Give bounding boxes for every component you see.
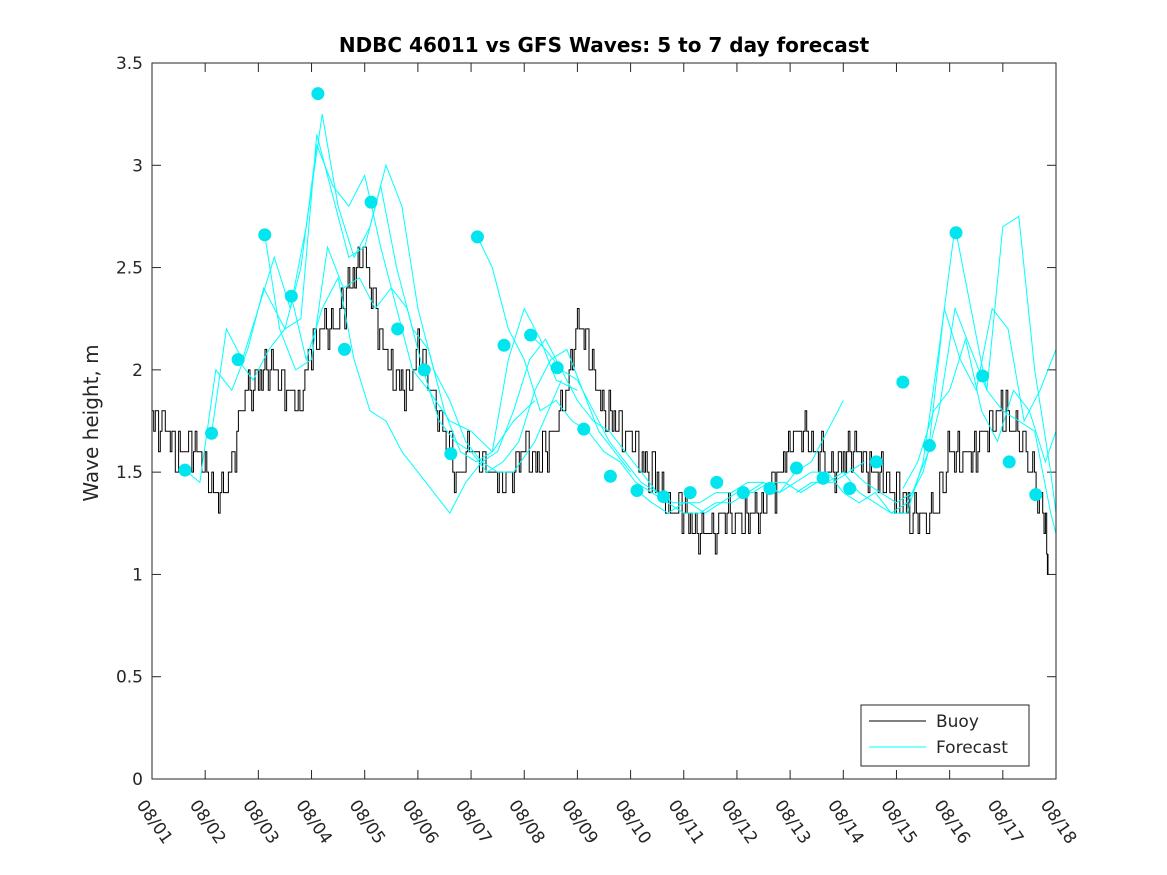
y-tick-label: 2	[132, 361, 143, 381]
y-tick-labels: 0 0.5 1 1.5 2 2.5 3 3.5	[116, 54, 143, 790]
forecast-line-8	[636, 306, 1057, 534]
forecast-line-10	[849, 307, 1057, 504]
forecast-marker	[391, 322, 405, 336]
forecast-marker	[231, 353, 245, 367]
forecast-marker	[284, 289, 298, 303]
forecast-marker	[1029, 488, 1043, 502]
forecast-markers	[178, 87, 1043, 504]
forecast-marker	[417, 363, 431, 377]
forecast-marker	[816, 471, 830, 485]
chart-title: NDBC 46011 vs GFS Waves: 5 to 7 day fore…	[339, 33, 870, 57]
legend-box	[860, 704, 1030, 767]
y-tick-label: 1.5	[116, 463, 143, 483]
forecast-line-4	[264, 234, 631, 473]
forecast-marker	[922, 439, 936, 453]
legend: Buoy Forecast	[860, 704, 1030, 767]
forecast-marker	[178, 463, 192, 477]
forecast-marker	[710, 475, 724, 489]
forecast-marker	[843, 482, 857, 496]
y-tick-label: 3	[132, 156, 143, 176]
forecast-marker	[311, 87, 325, 101]
forecast-line-1	[184, 144, 536, 484]
forecast-marker	[444, 447, 458, 461]
forecast-marker	[337, 342, 351, 356]
y-tick-label: 1	[132, 565, 143, 585]
forecast-line-9	[796, 215, 1057, 514]
forecast-marker	[869, 455, 883, 469]
forecast-marker	[949, 226, 963, 240]
forecast-marker	[470, 230, 484, 244]
forecast-marker	[1002, 455, 1016, 469]
forecast-line-7	[530, 334, 865, 514]
y-axis-label: Wave height, m	[79, 344, 103, 501]
forecast-marker	[657, 490, 671, 504]
forecast-line-11	[902, 337, 1057, 489]
forecast-marker	[896, 375, 910, 389]
forecast-marker	[763, 482, 777, 496]
forecast-marker	[497, 338, 511, 352]
forecast-marker	[577, 422, 591, 436]
y-tick-label: 2.5	[116, 259, 143, 279]
forecast-marker	[630, 484, 644, 498]
forecast-marker	[258, 228, 272, 242]
buoy-series	[152, 246, 1049, 575]
forecast-marker	[205, 426, 219, 440]
forecast-marker	[550, 361, 564, 375]
forecast-marker	[683, 486, 697, 500]
forecast-line-3	[237, 134, 578, 463]
forecast-line-5	[290, 276, 658, 515]
legend-forecast-label: Forecast	[936, 738, 1008, 758]
forecast-marker	[789, 461, 803, 475]
y-tick-label: 0.5	[116, 668, 143, 688]
forecast-marker	[524, 328, 538, 342]
forecast-marker	[976, 369, 990, 383]
legend-buoy-label: Buoy	[936, 712, 979, 732]
forecast-marker	[736, 486, 750, 500]
forecast-marker	[364, 195, 378, 209]
forecast-marker	[603, 469, 617, 483]
y-tick-label: 0	[132, 770, 143, 790]
tick-marks	[151, 62, 1057, 780]
y-tick-label: 3.5	[116, 54, 143, 74]
buoy-line	[152, 246, 1049, 575]
forecast-series	[184, 114, 1057, 534]
plot-frame	[151, 62, 1057, 780]
